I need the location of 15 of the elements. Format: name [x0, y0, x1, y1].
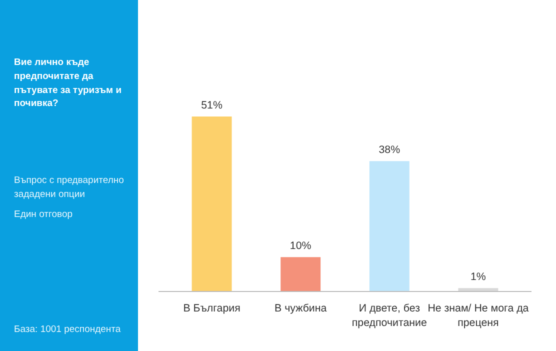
x-tick-label: И двете, без предпочитание — [352, 302, 427, 329]
bar — [369, 161, 410, 292]
data-label: 1% — [470, 271, 486, 284]
text: База: 1001 респондента — [14, 323, 121, 337]
data-label: 51% — [201, 100, 223, 112]
text: Един отговор — [14, 208, 74, 222]
x-tick-label: Не знам/ Не мога да преценя — [428, 302, 529, 329]
data-label: 10% — [290, 240, 312, 252]
bar — [280, 257, 321, 292]
text: Вие лично къде предпочитате да пътувате за туризъм и почивка? — [14, 56, 123, 112]
x-tick-label: В чужбина — [274, 302, 327, 314]
x-tick-label: В България — [183, 302, 241, 314]
data-label: 38% — [378, 144, 401, 156]
text: Въпрос с предварително зададени опции — [14, 174, 125, 202]
bar — [192, 116, 232, 292]
